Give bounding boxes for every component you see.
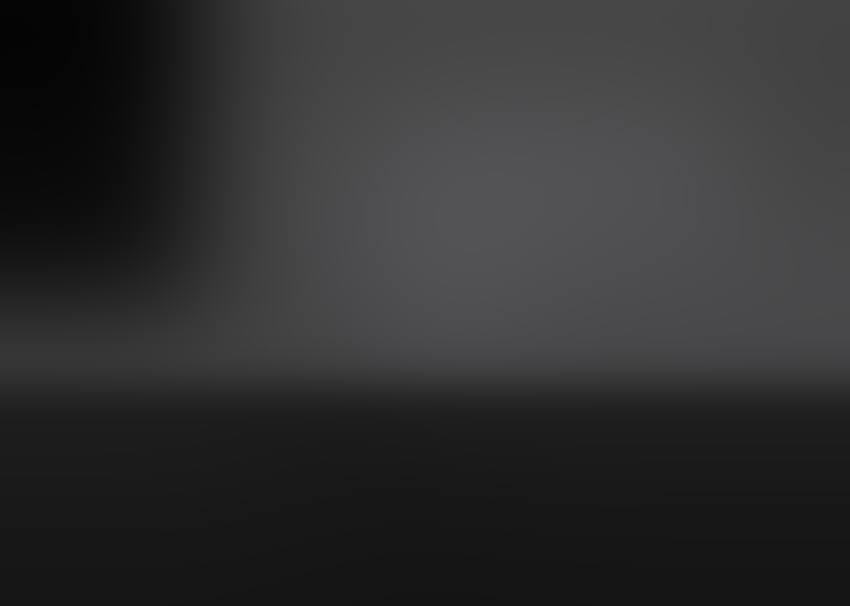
Text: 23,400 USD: 23,400 USD [145,322,263,340]
Polygon shape [667,106,782,110]
Text: 45,300 USD: 45,300 USD [502,138,620,156]
Text: Salary Comparison By Education: Salary Comparison By Education [13,16,546,45]
Polygon shape [293,346,323,553]
Polygon shape [667,65,782,70]
Polygon shape [132,346,323,356]
Polygon shape [667,62,782,65]
Polygon shape [667,78,782,82]
Text: Certificate or Diploma: Certificate or Diploma [109,573,308,588]
Polygon shape [667,90,782,94]
Polygon shape [667,94,782,98]
Text: Mortgage Servicing Clerk: Mortgage Servicing Clerk [13,55,259,74]
Polygon shape [667,82,782,86]
Polygon shape [667,58,713,86]
Polygon shape [472,173,633,553]
Text: Average Yearly Salary: Average Yearly Salary [835,252,845,365]
Polygon shape [667,86,782,90]
Polygon shape [132,356,293,553]
Polygon shape [633,162,663,553]
Polygon shape [667,70,782,74]
Polygon shape [667,98,782,102]
Bar [667,58,782,110]
Text: +93%: +93% [348,270,451,301]
Text: salary: salary [599,16,649,32]
Polygon shape [472,162,663,173]
Polygon shape [667,102,782,106]
Text: Indiana: Indiana [13,90,88,108]
Polygon shape [667,58,782,62]
Polygon shape [667,74,782,78]
Text: explorer: explorer [656,16,717,32]
Text: .com: .com [728,16,764,32]
Text: Bachelor's Degree: Bachelor's Degree [484,573,649,588]
